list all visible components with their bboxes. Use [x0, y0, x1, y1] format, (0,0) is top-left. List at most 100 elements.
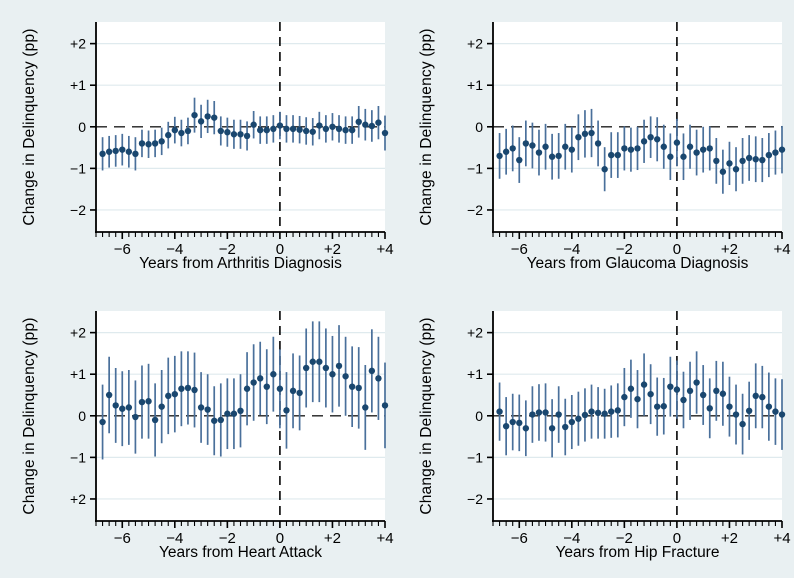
data-point [778, 411, 786, 418]
data-point [772, 149, 779, 156]
data-point [224, 128, 231, 136]
data-point [263, 126, 270, 134]
arthritis-plot: +2 +1 0 −1 −2 −6 −4 −2 0 +2 +4 [70, 22, 394, 258]
data-point [752, 392, 759, 400]
data-point [562, 423, 569, 431]
data-point [713, 157, 720, 165]
data-point [105, 391, 113, 399]
data-point [276, 385, 284, 392]
data-point [257, 375, 264, 382]
data-point [237, 131, 244, 138]
x-tick-label: +2 [324, 530, 341, 547]
data-point [719, 390, 727, 397]
data-point [680, 396, 687, 404]
data-point [594, 140, 602, 147]
data-point [355, 118, 362, 126]
data-point [634, 145, 641, 152]
data-point [145, 141, 152, 148]
x-tick-label: 0 [276, 530, 284, 547]
data-point [529, 411, 536, 418]
data-point [772, 408, 779, 415]
data-point [502, 422, 510, 430]
data-point [752, 156, 759, 163]
x-tick-label: +4 [773, 241, 790, 258]
data-point [601, 410, 608, 417]
data-point [640, 381, 648, 388]
data-point [706, 405, 713, 412]
data-point [309, 358, 316, 365]
data-point [555, 152, 562, 160]
data-point [660, 403, 667, 410]
data-point [283, 407, 290, 414]
data-point [243, 132, 251, 140]
data-point [165, 131, 172, 139]
data-point [516, 156, 523, 164]
data-point [99, 418, 106, 426]
y-tick-label: 0 [78, 119, 86, 135]
data-point [693, 379, 700, 386]
data-point [362, 121, 369, 128]
data-point [759, 393, 766, 401]
data-point [680, 153, 687, 160]
data-point [178, 129, 185, 137]
data-point [732, 411, 740, 418]
data-point [375, 375, 382, 382]
data-point [548, 425, 556, 432]
data-point [575, 133, 582, 141]
data-point [594, 409, 602, 417]
data-point [621, 393, 628, 401]
data-point [654, 403, 661, 410]
panel-hip-fracture: Change in Delinquency (pp) +2 +1 0 −1 −2 −6 −4… [397, 289, 794, 578]
data-point [726, 403, 733, 410]
y-tick-label: +1 [70, 366, 86, 382]
y-tick-label: −2 [70, 202, 86, 218]
data-point [125, 404, 133, 411]
x-axis-title: Years from Hip Fracture [555, 544, 720, 561]
data-point [302, 127, 310, 135]
data-point [759, 156, 766, 164]
y-tick-label: −1 [70, 160, 86, 176]
data-point [713, 387, 720, 395]
data-point [647, 390, 654, 398]
x-tick-label: −6 [114, 241, 131, 258]
x-tick-label: −4 [166, 241, 183, 258]
data-point [647, 133, 654, 141]
data-point [355, 384, 362, 392]
data-point [289, 125, 297, 133]
x-axis-title: Years from Heart Attack [158, 544, 323, 561]
data-point [699, 146, 707, 153]
data-point [686, 143, 694, 150]
data-point [529, 142, 536, 149]
data-point [381, 129, 389, 137]
data-point [706, 145, 713, 152]
data-point [699, 391, 707, 399]
x-tick-label: −2 [219, 530, 236, 547]
data-point [217, 127, 224, 135]
data-point [568, 418, 576, 426]
panel-heart-attack: Change in Delinquency (pp) +2 +1 0 −1 +2 −6 −4… [0, 289, 397, 578]
data-point [542, 409, 549, 416]
y-tick-label: −2 [467, 491, 483, 507]
data-point [217, 416, 224, 424]
x-tick-label: −6 [511, 241, 528, 258]
data-point [257, 126, 264, 134]
data-point [719, 168, 727, 175]
data-point [348, 383, 356, 390]
data-point [112, 147, 119, 155]
x-tick-label: −2 [219, 241, 236, 258]
x-axis-title: Years from Arthritis Diagnosis [139, 255, 342, 272]
y-tick-label: +2 [70, 36, 86, 52]
data-point [614, 407, 621, 414]
data-point [654, 136, 661, 143]
data-point [745, 407, 753, 415]
data-point [640, 138, 648, 145]
data-point [348, 126, 356, 134]
y-tick-label: −1 [467, 449, 483, 465]
data-point [568, 146, 576, 153]
data-point [184, 384, 192, 392]
data-point [634, 395, 641, 403]
data-point [237, 407, 244, 415]
data-point [316, 122, 323, 129]
panel-glaucoma: Change in Delinquency (pp) +2 +1 0 −1 −2 −6 −4… [397, 0, 794, 289]
